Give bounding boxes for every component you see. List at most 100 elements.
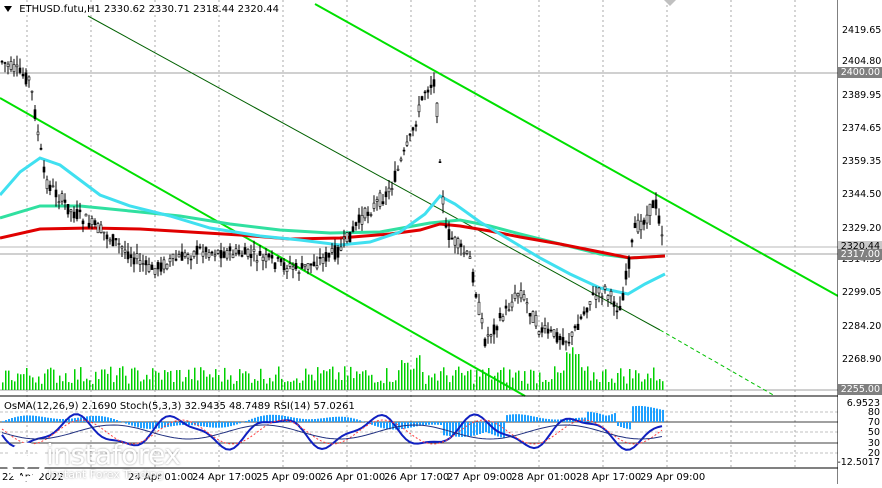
volume-bar <box>338 372 340 390</box>
candle-body <box>454 237 456 245</box>
candle-body <box>103 232 105 233</box>
candle-body <box>394 171 396 181</box>
osma-bar <box>608 415 610 422</box>
candle-body <box>583 312 585 315</box>
candle-body <box>229 247 231 251</box>
osma-bar <box>11 418 13 422</box>
candle-body <box>124 250 126 252</box>
candle-body <box>661 235 663 236</box>
volume-bar <box>14 381 16 390</box>
osma-bar <box>344 417 346 422</box>
volume-bar <box>620 368 622 390</box>
volume-bar <box>293 381 295 390</box>
volume-bar <box>515 373 517 391</box>
volume-bar <box>50 368 52 390</box>
price-axis-label: 2299.05 <box>842 287 880 298</box>
osma-bar <box>629 422 631 429</box>
osma-bar <box>5 420 7 422</box>
osma-bar <box>446 422 448 436</box>
volume-bar <box>431 377 433 390</box>
osma-bar <box>329 417 331 422</box>
volume-bar <box>632 378 634 390</box>
shift-marker-icon[interactable] <box>664 0 676 6</box>
volume-bar <box>464 375 466 390</box>
volume-bar <box>437 381 439 390</box>
candle-body <box>628 258 630 269</box>
osma-bar <box>17 417 19 423</box>
volume-bar <box>350 367 352 390</box>
osma-bar <box>221 422 223 428</box>
volume-bar <box>233 384 235 390</box>
candle-body <box>196 246 198 254</box>
candle-body <box>646 215 648 223</box>
volume-bar <box>623 376 625 390</box>
volume-bar <box>614 383 616 390</box>
price-chart[interactable]: ETHUSD.futu,H1 2330.62 2330.71 2318.44 2… <box>0 0 838 484</box>
volume-bar <box>65 373 67 390</box>
osma-bar <box>377 422 379 427</box>
osma-bar <box>302 419 304 422</box>
osma-bar <box>350 418 352 422</box>
osma-bar <box>413 422 415 427</box>
volume-bar <box>17 374 19 391</box>
candle-body <box>277 258 279 259</box>
volume-bar <box>218 375 220 390</box>
volume-bar <box>608 382 610 390</box>
candle-body <box>385 192 387 197</box>
volume-bar <box>650 378 652 390</box>
osma-bar <box>107 417 109 422</box>
candle-body <box>412 128 414 131</box>
osma-bar <box>632 406 634 422</box>
volume-bar <box>317 367 319 390</box>
volume-bar <box>560 373 562 390</box>
volume-bar <box>305 369 307 390</box>
volume-bar <box>356 371 358 390</box>
volume-bar <box>278 367 280 391</box>
osc-axis-label: 50 <box>868 427 880 438</box>
volume-bar <box>47 369 49 390</box>
candle-body <box>166 264 168 269</box>
osma-bar <box>506 415 508 422</box>
candle-body <box>151 265 153 270</box>
osma-bar <box>248 420 250 422</box>
osma-bar <box>518 414 520 422</box>
volume-bar <box>119 368 121 390</box>
candle-body <box>541 328 543 333</box>
candle-body <box>109 240 111 241</box>
volume-bar <box>638 373 640 390</box>
volume-bar <box>251 383 253 390</box>
candle-body <box>295 263 297 269</box>
candle-body <box>418 105 420 112</box>
candle-body <box>307 264 309 270</box>
candle-body <box>379 193 381 206</box>
volume-bar <box>323 370 325 390</box>
osma-bar <box>509 415 511 422</box>
candle-body <box>565 341 567 342</box>
candle-body <box>361 215 363 224</box>
volume-bar <box>86 379 88 390</box>
candle-body <box>319 257 321 258</box>
volume-bar <box>302 381 304 390</box>
volume-bar <box>104 369 106 390</box>
volume-bar <box>524 371 526 390</box>
volume-bar <box>365 370 367 390</box>
osma-bar <box>515 414 517 422</box>
candle-body <box>217 250 219 253</box>
osma-bar <box>602 415 604 422</box>
volume-bar <box>215 369 217 390</box>
volume-bar <box>416 358 418 390</box>
collapse-icon[interactable] <box>4 6 12 12</box>
candle-body <box>193 251 195 257</box>
osma-bar <box>440 422 442 425</box>
osma-bar <box>53 419 55 423</box>
volume-bar <box>314 380 316 390</box>
candle-body <box>208 252 210 257</box>
volume-bar <box>161 380 163 390</box>
volume-bar <box>587 366 589 390</box>
volume-bar <box>476 370 478 390</box>
volume-bar <box>170 371 172 390</box>
osma-bar <box>236 422 238 424</box>
candle-body <box>31 91 33 92</box>
volume-bar <box>164 370 166 390</box>
volume-bar <box>503 367 505 390</box>
